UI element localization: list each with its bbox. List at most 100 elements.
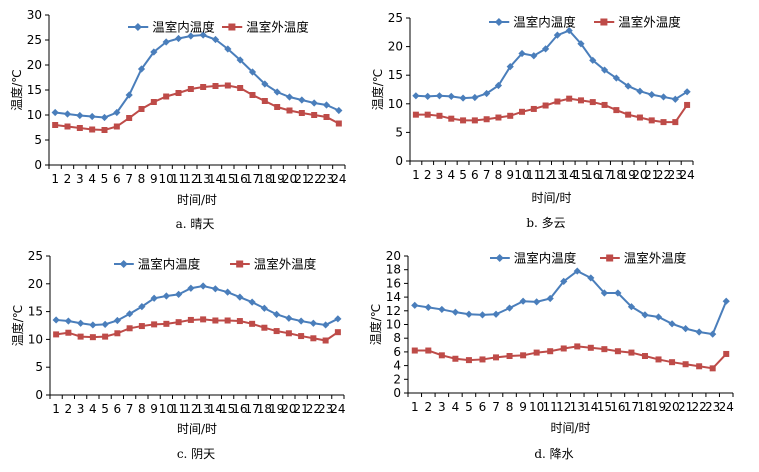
- x-tick-label: 1: [411, 400, 419, 414]
- data-point: [199, 31, 207, 39]
- legend: 温室内温度 温室外温度: [490, 251, 687, 266]
- x-tick-label: 5: [459, 168, 467, 182]
- data-point: [311, 112, 318, 118]
- x-tick-label: 10: [159, 402, 174, 416]
- x-tick-label: 4: [452, 400, 460, 414]
- data-point: [211, 35, 220, 44]
- x-tick-label: 14: [208, 402, 223, 416]
- data-point: [64, 317, 72, 325]
- x-tick-label: 5: [465, 400, 473, 414]
- x-tick-label: 4: [447, 168, 455, 182]
- data-point: [411, 301, 419, 309]
- data-point: [412, 111, 419, 118]
- x-tick-label: 18: [637, 400, 652, 414]
- x-tick-label: 23: [319, 172, 334, 186]
- data-point: [577, 97, 584, 104]
- data-point: [587, 344, 594, 351]
- x-tick-label: 6: [114, 402, 122, 416]
- data-point: [648, 117, 655, 124]
- legend-marker: [236, 260, 244, 268]
- data-point: [100, 113, 109, 122]
- data-point: [298, 333, 305, 340]
- data-point: [505, 304, 514, 312]
- data-point: [478, 311, 487, 319]
- x-tick-label: 23: [705, 400, 720, 414]
- data-point: [261, 98, 268, 104]
- x-tick-label: 22: [692, 400, 707, 414]
- data-point: [162, 38, 170, 46]
- y-tick-label: 5: [35, 360, 43, 374]
- panel-caption: d. 降水: [534, 447, 573, 461]
- y-tick-label: 8: [393, 331, 401, 345]
- x-axis-title: 时间/时: [177, 422, 217, 436]
- data-point: [577, 40, 585, 48]
- x-tick-label: 11: [171, 402, 186, 416]
- data-point: [601, 101, 608, 108]
- data-point: [542, 45, 550, 53]
- x-axis-title: 时间/时: [550, 421, 590, 435]
- y-tick-label: 20: [386, 249, 401, 263]
- x-tick-label: 19: [621, 168, 636, 182]
- x-tick-label: 6: [113, 172, 121, 186]
- data-point: [335, 106, 343, 115]
- data-point: [237, 85, 244, 91]
- x-tick-label: 15: [220, 172, 235, 186]
- x-tick-label: 21: [293, 402, 308, 416]
- data-point: [187, 284, 195, 292]
- data-point: [261, 80, 269, 88]
- data-point: [77, 319, 85, 327]
- data-point: [175, 90, 182, 96]
- legend-label: 温室外温度: [618, 15, 681, 30]
- data-point: [412, 92, 420, 100]
- y-tick-label: 18: [386, 263, 401, 277]
- x-tick-label: 17: [624, 400, 639, 414]
- data-point: [574, 343, 581, 350]
- data-point: [76, 125, 83, 131]
- y-axis-title: 温度/℃: [9, 69, 24, 111]
- series-line: [415, 97, 688, 124]
- data-point: [285, 93, 294, 101]
- series-outside: [52, 82, 342, 133]
- data-point: [494, 81, 503, 90]
- data-point: [285, 314, 293, 322]
- data-point: [533, 349, 540, 356]
- data-point: [560, 277, 568, 285]
- x-tick-label: 7: [483, 168, 491, 182]
- x-tick-label: 10: [514, 168, 529, 182]
- x-tick-label: 18: [257, 172, 272, 186]
- data-point: [709, 330, 717, 338]
- data-point: [260, 304, 268, 312]
- x-axis-title: 时间/时: [177, 193, 217, 207]
- x-tick-label: 16: [233, 172, 248, 186]
- data-point: [425, 347, 432, 354]
- data-point: [554, 98, 561, 105]
- y-tick-label: 20: [27, 58, 42, 72]
- x-tick-label: 2: [65, 402, 73, 416]
- data-point: [89, 126, 96, 133]
- data-point: [163, 93, 170, 100]
- data-point: [492, 310, 500, 318]
- x-tick-label: 10: [529, 400, 544, 414]
- data-point: [668, 320, 676, 328]
- panel-caption: c. 阴天: [177, 447, 215, 461]
- data-point: [530, 105, 537, 112]
- data-point: [102, 333, 109, 340]
- x-tick-label: 8: [506, 400, 514, 414]
- legend-marker: [606, 254, 614, 262]
- data-point: [553, 31, 561, 39]
- x-tick-label: 17: [245, 172, 260, 186]
- data-point: [587, 274, 595, 282]
- data-point: [212, 83, 219, 89]
- series-line: [415, 29, 688, 101]
- x-tick-label: 24: [679, 168, 694, 182]
- x-tick-label: 24: [719, 400, 734, 414]
- legend-marker: [494, 18, 503, 26]
- x-tick-label: 17: [597, 168, 612, 182]
- data-point: [533, 298, 541, 306]
- y-tick-label: 0: [393, 386, 401, 400]
- data-point: [684, 101, 691, 108]
- data-point: [565, 26, 573, 35]
- data-point: [495, 114, 502, 121]
- legend-label: 温室外温度: [254, 257, 317, 272]
